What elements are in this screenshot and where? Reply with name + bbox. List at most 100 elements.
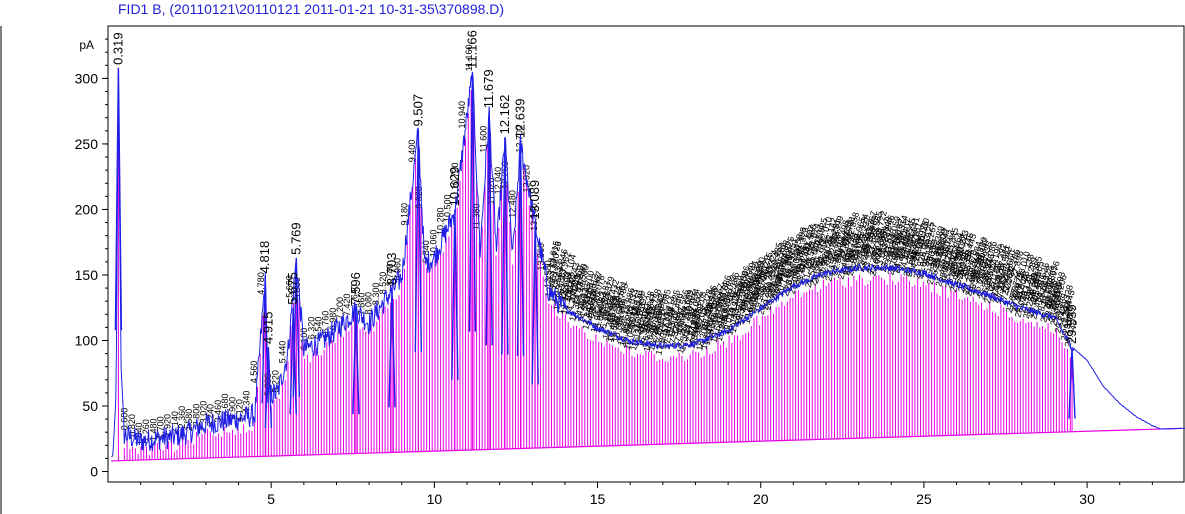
overlapping-peak-label: 3.680 bbox=[220, 393, 230, 416]
chart-title: FID1 B, (20110121\20110121 2011-01-21 10… bbox=[118, 1, 505, 17]
overlapping-peak-label: 10.280 bbox=[436, 207, 446, 235]
overlapping-peak-label: 8.080 bbox=[364, 292, 374, 315]
y-axis-unit: pA bbox=[79, 38, 94, 52]
overlapping-peak-label: 9.400 bbox=[407, 140, 417, 163]
overlapping-peak-label: 2.580 bbox=[184, 409, 194, 432]
peak-label: 10.629 bbox=[447, 167, 462, 207]
peak-apex bbox=[352, 307, 360, 415]
overlapping-peak-label: 3.240 bbox=[206, 404, 216, 427]
peak-label: 11.679 bbox=[481, 69, 496, 108]
peak-apex bbox=[414, 129, 422, 352]
peak-apex bbox=[1068, 346, 1076, 419]
y-tick-label: 0 bbox=[90, 464, 98, 480]
overlapping-peak-label: 8.740 bbox=[385, 264, 395, 287]
overlapping-peak-label: 7.420 bbox=[342, 294, 352, 317]
overlapping-peak-label: 5.440 bbox=[278, 341, 288, 364]
overlapping-peak-label: 11.380 bbox=[471, 203, 481, 230]
overlapping-peak-label: 12.040 bbox=[493, 167, 503, 195]
peak-apex bbox=[516, 141, 525, 356]
overlapping-peak-label: 13.140 bbox=[529, 203, 539, 231]
overlapping-peak-label: 6.540 bbox=[313, 317, 323, 340]
y-tick-label: 100 bbox=[75, 332, 99, 348]
overlapping-peak-label: 7.640 bbox=[349, 284, 359, 307]
overlapping-peak-label: 1.480 bbox=[148, 418, 158, 441]
overlapping-peak-label: 7.860 bbox=[357, 293, 367, 316]
overlapping-peak-label: 6.320 bbox=[306, 317, 316, 340]
overlapping-peak-label: 12.920 bbox=[522, 165, 532, 193]
overlapping-peak-label: 8.960 bbox=[392, 258, 402, 281]
overlapping-peak-label: 13.580 bbox=[543, 260, 553, 288]
peak-apex bbox=[531, 222, 539, 385]
peak-apex bbox=[289, 307, 297, 415]
peak-label: 13.089 bbox=[527, 180, 542, 220]
peak-apex bbox=[292, 257, 300, 397]
x-tick-label: 20 bbox=[753, 491, 769, 507]
overlapping-peak-label: 5.220 bbox=[270, 370, 280, 393]
overlapping-peak-label: 2.360 bbox=[177, 406, 187, 429]
overlapping-peak-label: 3.460 bbox=[213, 400, 223, 423]
overlapping-peak-label: 10.500 bbox=[443, 194, 453, 222]
peak-label: 0.319 bbox=[110, 32, 125, 65]
x-tick-label: 30 bbox=[1079, 491, 1095, 507]
peak-apex bbox=[501, 137, 509, 355]
left-border bbox=[0, 26, 2, 514]
peak-label: 5.769 bbox=[288, 222, 303, 255]
overlapping-peak-label: 6.100 bbox=[299, 328, 309, 351]
y-tick-label: 50 bbox=[82, 398, 98, 414]
peak-label: 7.596 bbox=[348, 272, 363, 305]
peak-label: 5.675 bbox=[285, 272, 300, 305]
overlapping-peak-label: 6.760 bbox=[321, 311, 331, 334]
overlapping-peak-label: 6.980 bbox=[328, 308, 338, 331]
peak-apex bbox=[114, 67, 123, 331]
overlapping-peak-label: 5.660 bbox=[285, 275, 295, 298]
y-tick-label: 250 bbox=[75, 136, 99, 152]
overlapping-peak-label: 4.340 bbox=[242, 391, 252, 414]
x-tick-label: 5 bbox=[267, 491, 275, 507]
overlapping-peak-label: 2.800 bbox=[191, 404, 201, 427]
y-tick-label: 300 bbox=[75, 70, 99, 86]
overlapping-peak-label: 10.060 bbox=[428, 230, 438, 258]
peak-label: 4.818 bbox=[257, 241, 272, 274]
overlapping-peak-label: 2.140 bbox=[170, 411, 180, 434]
peak-apex bbox=[468, 71, 477, 332]
peak-label: 29.539 bbox=[1064, 304, 1079, 344]
peak-apex bbox=[451, 209, 459, 380]
overlapping-peak-label: 4.780 bbox=[256, 272, 266, 295]
overlapping-peak-label: 8.520 bbox=[378, 272, 388, 295]
y-tick-label: 200 bbox=[75, 201, 99, 217]
overlapping-peak-label: 3.020 bbox=[199, 401, 209, 424]
overlapping-peak-label: 1.700 bbox=[156, 416, 166, 439]
overlapping-peak-label: 12.700 bbox=[515, 125, 525, 153]
peak-label: 8.703 bbox=[384, 253, 399, 286]
peak-label: 4.915 bbox=[260, 311, 275, 344]
peak-apex bbox=[388, 288, 396, 408]
y-tick-label: 150 bbox=[75, 267, 99, 283]
peak-label: 11.166 bbox=[464, 30, 479, 69]
overlapping-peak-label: 4.560 bbox=[249, 361, 259, 384]
plot-frame bbox=[107, 25, 1185, 483]
peak-label: 12.639 bbox=[513, 99, 528, 139]
signal-trace bbox=[111, 71, 1185, 458]
overlapping-peak-label: 11.600 bbox=[479, 126, 489, 153]
overlapping-peak-label: 10.720 bbox=[450, 162, 460, 190]
overlapping-peak-label: 11.160 bbox=[464, 44, 474, 71]
overlapping-peak-label: 7.200 bbox=[335, 297, 345, 320]
peak-label: 9.507 bbox=[410, 94, 425, 127]
overlapping-peak-label: 8.300 bbox=[371, 283, 381, 306]
peak-apex bbox=[264, 346, 273, 428]
x-tick-label: 15 bbox=[590, 491, 606, 507]
overlapping-peak-label: 9.840 bbox=[421, 240, 431, 263]
overlapping-peak-label: 0.820 bbox=[127, 414, 137, 437]
peak-label: 12.162 bbox=[497, 95, 512, 135]
overlapping-peak-label: 0.600 bbox=[120, 408, 130, 431]
overlapping-peak-label: 1.920 bbox=[163, 414, 173, 437]
peak-apex bbox=[485, 111, 493, 346]
overlapping-peak-label: 4.120 bbox=[235, 399, 245, 422]
x-tick-label: 25 bbox=[916, 491, 932, 507]
baseline bbox=[111, 427, 1182, 462]
overlapping-peak-label: 10.940 bbox=[457, 101, 467, 129]
overlapping-peak-label: 1.260 bbox=[141, 419, 151, 442]
x-tick-label: 10 bbox=[427, 491, 443, 507]
overlapping-peak-label: 3.900 bbox=[227, 397, 237, 420]
